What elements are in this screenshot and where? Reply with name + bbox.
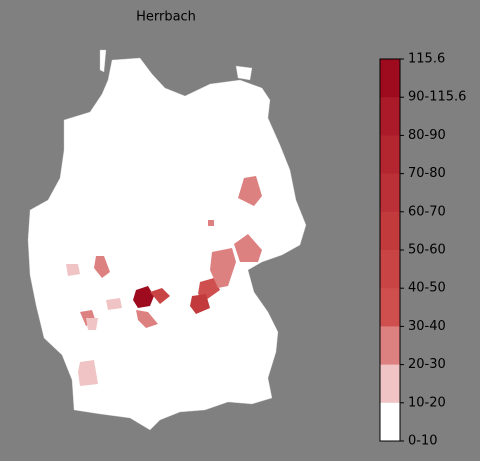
colorbar-label: 60-70: [408, 204, 446, 219]
colorbar-segment: [380, 250, 400, 289]
colorbar-label: 70-80: [408, 166, 446, 181]
district: [210, 248, 236, 288]
island: [235, 65, 253, 81]
colorbar-label: 90-115.6: [408, 90, 466, 105]
district: [106, 298, 122, 310]
district: [234, 234, 262, 262]
colorbar-label: 40-50: [408, 281, 446, 296]
colorbar-segment: [380, 173, 400, 213]
district: [86, 318, 98, 330]
district: [150, 288, 170, 304]
district: [208, 220, 214, 226]
colorbar-segment: [380, 211, 400, 251]
colorbar-label: 10-20: [408, 395, 446, 410]
district: [133, 286, 154, 308]
map-title: Herrbach: [136, 10, 196, 25]
colorbar-segment: [380, 402, 400, 442]
district: [94, 256, 110, 278]
district: [66, 264, 80, 276]
district: [238, 176, 262, 206]
colorbar-segment: [380, 326, 400, 366]
island: [99, 49, 107, 73]
colorbar-segment: [380, 364, 400, 404]
highlighted-districts: [66, 176, 262, 386]
colorbar-segment: [380, 97, 400, 136]
colorbar-label: 0-10: [408, 434, 438, 449]
colorbar-label: 20-30: [408, 357, 446, 372]
district: [136, 310, 158, 328]
colorbar-label: 30-40: [408, 319, 446, 334]
colorbar-segment: [380, 59, 400, 98]
colorbar: 115.6 90-115.6 80-90 70-80 60-70 50-60 40-50 30…: [379, 52, 466, 449]
germany-map: [27, 49, 307, 431]
colorbar-segment: [380, 135, 400, 175]
colorbar-segment: [380, 288, 400, 327]
colorbar-label: 80-90: [408, 128, 446, 143]
district: [78, 360, 98, 386]
colorbar-label: 115.6: [408, 52, 445, 67]
country-outline: [27, 57, 307, 431]
district: [190, 294, 210, 314]
colorbar-label: 50-60: [408, 243, 446, 258]
